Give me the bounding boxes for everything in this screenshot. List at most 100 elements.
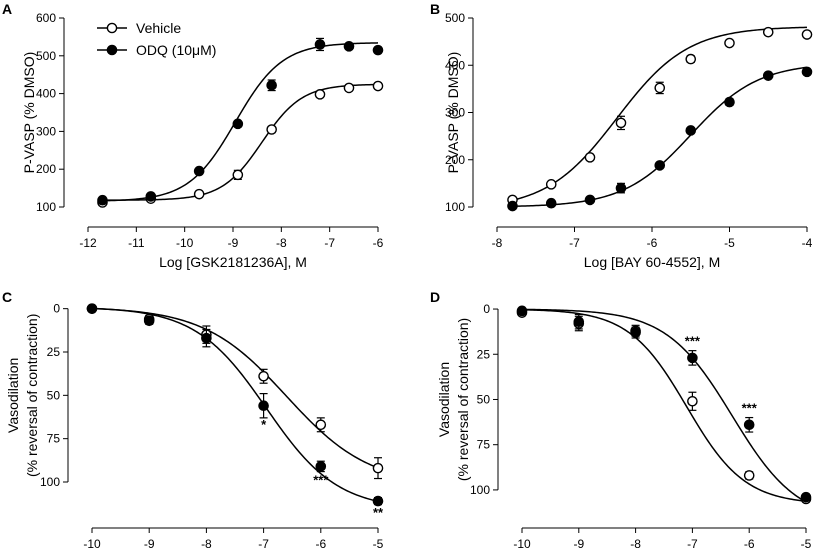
panel-b-odq-point <box>724 96 735 108</box>
panel-a-y-tick-label: 400 <box>36 87 56 101</box>
panel-c-odq-point <box>258 400 269 412</box>
panel-c-y-axis-label-sub: (% reversal of contraction) <box>24 314 40 477</box>
panel-d-significance-label: *** <box>685 334 701 349</box>
panel-c-y-tick-label: 50 <box>47 388 61 402</box>
panel-d-y-axis-label-sub: (% reversal of contraction) <box>455 318 471 481</box>
panel-d-odq-point <box>743 419 755 431</box>
panel-a-x-tick-label: -12 <box>79 236 97 250</box>
panel-d-odq-point <box>800 491 812 503</box>
panel-d-y-tick-label: 50 <box>477 392 491 406</box>
panel-b-vehicle-point <box>584 152 596 163</box>
panel-b-vehicle-point <box>545 179 557 190</box>
panel-b-y-tick-label: 200 <box>445 153 465 167</box>
panel-b-odq-point <box>615 182 627 194</box>
panel-c-vehicle-point <box>372 462 384 474</box>
panel-b-x-axis-label: Log [BAY 60-4552], M <box>584 254 720 270</box>
panel-d-y-tick-label: 75 <box>477 438 491 452</box>
panel-a-odq-point <box>266 79 277 91</box>
panel-d-y-axis-label: Vasodilation <box>436 362 452 437</box>
panel-d-odq-point <box>630 327 641 338</box>
panel-a-odq-point <box>97 194 108 206</box>
panel-a-x-tick-label: -7 <box>324 236 335 250</box>
legend: Vehicle ODQ (10μM) <box>97 20 216 58</box>
panel-c-odq-point <box>201 332 212 344</box>
panel-d-x-tick-label: -6 <box>744 537 755 551</box>
panel-c-odq-point <box>372 495 384 507</box>
panel-a: 100 200 300 400 500 600 -12 -11 -10 -9 -8 -7 -6 Log [… <box>21 11 384 270</box>
panel-b-y-tick-label: 400 <box>445 58 465 72</box>
panel-a-vehicle-point <box>193 188 205 200</box>
panel-a-x-tick-label: -8 <box>276 236 287 250</box>
panel-c-vehicle-point <box>315 419 327 431</box>
legend-odq-label: ODQ (10μM) <box>136 42 216 58</box>
legend-odq-marker <box>106 44 118 56</box>
panel-b-y-tick-label: 500 <box>445 11 465 25</box>
panel-a-odq-point <box>314 39 326 50</box>
panel-c-odq-fit-curve <box>91 307 379 503</box>
panel-b-y-tick-label: 100 <box>445 200 465 214</box>
panel-c-y-tick-label: 100 <box>40 475 60 489</box>
panel-a-odq-point <box>145 191 157 202</box>
panel-a-vehicle-point <box>266 124 277 135</box>
panel-b-x-tick-label: -4 <box>802 236 813 250</box>
legend-vehicle-marker <box>106 22 118 34</box>
panel-d-odq-point <box>687 352 698 364</box>
panel-c-x-tick-label: -8 <box>201 537 212 551</box>
panel-c-significance-label: ** <box>373 505 384 520</box>
panel-b-vehicle-point <box>685 53 697 65</box>
panel-b-odq-point <box>685 125 697 136</box>
panel-d-x-tick-label: -10 <box>513 537 531 551</box>
panel-b-vehicle-point <box>615 117 627 129</box>
panel-c-x-tick-label: -5 <box>373 537 384 551</box>
panel-b-vehicle-point <box>762 26 774 38</box>
panel-b-odq-point <box>801 66 813 78</box>
panel-d-significance-label: *** <box>742 401 758 416</box>
panel-d-odq-point <box>573 316 585 328</box>
panel-label-c: C <box>2 289 12 305</box>
panel-a-odq-point <box>232 118 244 130</box>
panel-c-y-tick-label: 25 <box>47 345 61 359</box>
panel-c-vehicle-fit-curve <box>91 307 379 469</box>
panel-d-vehicle-fit-curve <box>521 308 807 502</box>
panel-c-significance-label: * <box>261 417 267 432</box>
panel-b-odq-point <box>545 197 557 209</box>
panel-a-odq-point <box>343 41 355 52</box>
panel-label-b: B <box>430 1 440 17</box>
panel-d-y-tick-label: 25 <box>477 347 491 361</box>
panel-b-y-axis-label: P-VASP (% DMSO) <box>445 52 461 174</box>
panel-a-odq-point <box>372 44 384 56</box>
panel-a-vehicle-point <box>372 80 384 92</box>
panel-c-odq-point <box>315 461 327 472</box>
panel-d-odq-point <box>516 305 528 317</box>
panel-b: 100 200 300 400 500 -8 -7 -6 -5 -4 Log [BAY 60-455… <box>445 11 813 270</box>
panel-c-significance-label: *** <box>313 472 329 487</box>
panel-c: 0 25 50 75 100 -10 -9 -8 -7 -6 -5 Log [GSK2181236A]… <box>5 302 384 557</box>
panel-c-x-tick-label: -9 <box>144 537 155 551</box>
panel-d-x-tick-label: -9 <box>573 537 584 551</box>
panel-b-y-tick-label: 300 <box>445 106 465 120</box>
panel-b-vehicle-point <box>654 82 666 94</box>
panel-d-y-tick-label: 0 <box>483 302 490 316</box>
panel-c-odq-point <box>86 303 98 314</box>
panel-c-x-axis-label: Log [GSK2181236A], M <box>161 555 309 557</box>
panel-c-y-tick-label: 0 <box>53 302 60 316</box>
panel-c-odq-point <box>143 315 155 327</box>
panel-c-x-tick-label: -6 <box>315 537 326 551</box>
panel-b-odq-point <box>584 194 596 206</box>
panel-b-x-tick-label: -6 <box>647 236 658 250</box>
panel-b-x-tick-label: -5 <box>724 236 735 250</box>
panel-a-x-tick-label: -11 <box>128 236 145 250</box>
panel-d-x-tick-label: -7 <box>687 537 698 551</box>
panel-a-y-tick-label: 500 <box>36 49 56 63</box>
panel-a-y-tick-label: 200 <box>36 162 56 176</box>
panel-d-x-tick-label: -5 <box>801 537 812 551</box>
panel-c-y-axis-label: Vasodilation <box>5 358 21 433</box>
panel-a-vehicle-point <box>232 169 244 181</box>
panel-label-d: D <box>430 289 440 305</box>
panel-a-vehicle-point <box>343 82 355 94</box>
panel-c-y-tick-label: 75 <box>47 432 61 446</box>
panel-a-vehicle-point <box>314 89 326 100</box>
panel-a-y-tick-label: 600 <box>36 11 56 25</box>
panel-d-odq-fit-curve <box>521 308 807 503</box>
